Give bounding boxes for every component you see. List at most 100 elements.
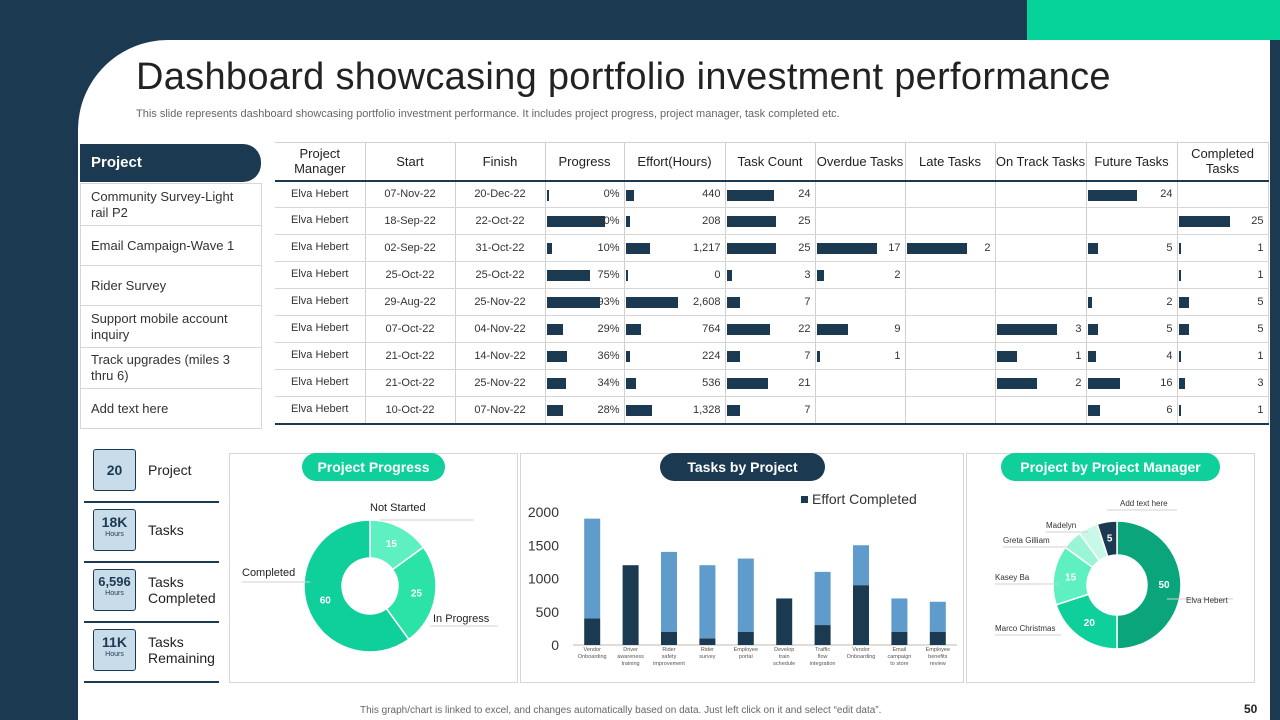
column-header: Start: [365, 142, 456, 182]
table-row[interactable]: Elva Hebert 21-Oct-22 14-Nov-22 36% 224 7 1 1 4 1: [275, 342, 1269, 370]
pie-slice[interactable]: [1116, 520, 1182, 650]
project-item[interactable]: Email Campaign-Wave 1: [81, 226, 261, 266]
cell-value: 25: [1251, 215, 1264, 227]
data-bar: [546, 216, 605, 227]
cell-value: 7: [804, 403, 811, 416]
bar-segment[interactable]: [584, 518, 601, 619]
cell-value: 5: [1166, 242, 1173, 254]
cell-value: 21: [798, 377, 811, 389]
cell-on_track: [995, 396, 1087, 425]
cell-late: [905, 396, 996, 425]
kpi-value-box: 6,596 Hours: [93, 569, 136, 611]
cell-progress: 34%: [545, 369, 625, 397]
bar-segment[interactable]: [929, 601, 946, 632]
bar-segment[interactable]: [929, 631, 946, 645]
bar-segment[interactable]: [622, 565, 639, 645]
project-progress-title: Project Progress: [302, 453, 445, 481]
data-bar: [726, 189, 774, 201]
slice-category-label: Greta Gilliam: [1003, 536, 1050, 545]
bar-segment[interactable]: [661, 551, 677, 632]
data-bar: [726, 297, 741, 308]
bar-segment[interactable]: [699, 638, 716, 645]
bar-segment[interactable]: [699, 565, 716, 639]
pie-slice[interactable]: [385, 546, 437, 641]
data-bar: [1178, 324, 1189, 335]
data-bar: [816, 243, 877, 254]
bar-segment[interactable]: [814, 571, 831, 626]
cell-late: [905, 288, 996, 316]
project-item[interactable]: Support mobile account inquiry: [81, 306, 261, 348]
cell-manager: Elva Hebert: [275, 180, 366, 208]
accent-bar: [1027, 0, 1280, 40]
table-row[interactable]: Elva Hebert 21-Oct-22 25-Nov-22 34% 536 21 2 16…: [275, 369, 1269, 397]
cell-overdue: [815, 369, 906, 397]
cell-value: 224: [702, 350, 721, 362]
bar-segment[interactable]: [853, 585, 869, 645]
bar-segment[interactable]: [737, 631, 754, 645]
bar-segment[interactable]: [814, 625, 831, 645]
cell-effort: 224: [624, 342, 726, 370]
table-row[interactable]: Elva Hebert 25-Oct-22 25-Oct-22 75% 0 3 2 1: [275, 261, 1269, 289]
slice-category-label: In Progress: [433, 613, 490, 625]
kpi-label: Tasks: [148, 522, 184, 538]
project-list-header: Project: [80, 144, 261, 182]
page-number: 50: [1244, 702, 1258, 716]
bar-segment[interactable]: [737, 558, 754, 632]
cell-finish: 25-Nov-22: [455, 369, 546, 397]
data-bar: [726, 324, 770, 335]
cell-future: 2: [1086, 288, 1178, 316]
table-row[interactable]: Elva Hebert 07-Nov-22 20-Dec-22 0% 440 24 24: [275, 180, 1269, 208]
bar-segment[interactable]: [776, 598, 793, 645]
cell-on_track: [995, 288, 1087, 316]
bar-segment[interactable]: [584, 618, 601, 645]
kpi-label: Tasks Remaining: [148, 634, 215, 666]
bar-segment[interactable]: [891, 631, 908, 645]
bar-segment[interactable]: [853, 545, 869, 586]
project-item[interactable]: Track upgrades (miles 3 thru 6): [81, 348, 261, 389]
data-bar: [546, 270, 590, 281]
y-tick-label: 0: [551, 637, 559, 653]
cell-manager: Elva Hebert: [275, 234, 366, 262]
slice-category-label: Marco Christmas: [995, 624, 1055, 633]
data-bar: [546, 378, 567, 389]
cell-late: [905, 180, 996, 208]
table-row[interactable]: Elva Hebert 10-Oct-22 07-Nov-22 28% 1,328 7 6 1: [275, 396, 1269, 425]
kpi-unit: Hours: [105, 531, 124, 538]
slice-category-label: Kasey Ba: [995, 573, 1030, 582]
data-bar: [1178, 405, 1181, 416]
project-item[interactable]: Community Survey-Light rail P2: [81, 184, 261, 226]
kpi-value-box: 20: [93, 449, 136, 491]
cell-progress: 28%: [545, 396, 625, 425]
cell-progress: 10%: [545, 234, 625, 262]
table-row[interactable]: Elva Hebert 07-Oct-22 04-Nov-22 29% 764 22 9 3 5…: [275, 315, 1269, 343]
data-bar: [546, 243, 553, 254]
table-row[interactable]: Elva Hebert 29-Aug-22 25-Nov-22 93% 2,608 7 2 5: [275, 288, 1269, 316]
data-bar: [1087, 243, 1098, 254]
cell-late: [905, 342, 996, 370]
project-item[interactable]: Rider Survey: [81, 266, 261, 306]
cell-value: 24: [1160, 188, 1173, 201]
table-row[interactable]: Elva Hebert 18-Sep-22 22-Oct-22 100% 208 25 25: [275, 207, 1269, 235]
column-header: Completed Tasks: [1177, 142, 1269, 182]
data-bar: [1178, 270, 1181, 281]
cell-value: 100%: [591, 215, 620, 227]
cell-effort: 1,217: [624, 234, 726, 262]
pie-slice[interactable]: [1096, 520, 1118, 558]
cell-completed: 1: [1177, 261, 1269, 289]
cell-value: 1,217: [692, 242, 721, 254]
slice-value-label: 50: [1158, 580, 1170, 591]
pie-slice[interactable]: [303, 519, 410, 653]
data-bar: [1178, 216, 1230, 227]
column-header: Effort(Hours): [624, 142, 726, 182]
x-tick-label: Traffic flow integration: [810, 647, 836, 667]
cell-task_count: 22: [725, 315, 816, 343]
cell-value: 1: [894, 350, 901, 362]
cell-progress: 75%: [545, 261, 625, 289]
cell-value: 22: [798, 323, 811, 335]
cell-value: 1,328: [692, 403, 721, 416]
project-item[interactable]: Add text here: [91, 400, 169, 416]
table-row[interactable]: Elva Hebert 02-Sep-22 31-Oct-22 10% 1,217 25 1…: [275, 234, 1269, 262]
cell-finish: 22-Oct-22: [455, 207, 546, 235]
bar-segment[interactable]: [661, 631, 677, 645]
bar-segment[interactable]: [891, 598, 908, 632]
